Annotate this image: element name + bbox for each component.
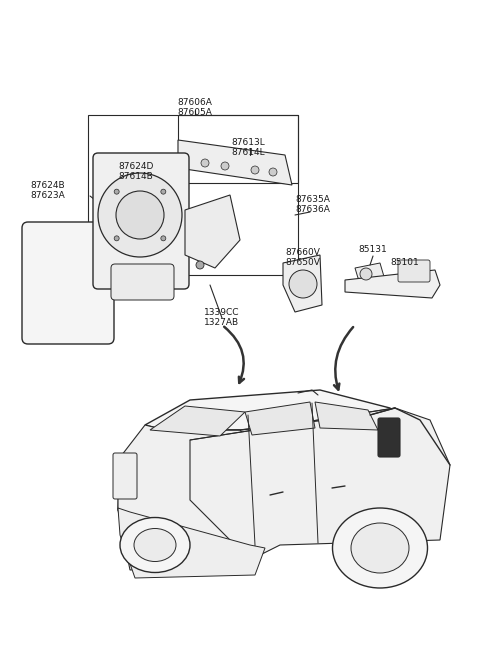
Text: 87613L
87614L: 87613L 87614L: [231, 138, 265, 157]
Bar: [178, 115, 298, 183]
Circle shape: [161, 189, 166, 194]
Circle shape: [114, 189, 119, 194]
Circle shape: [114, 236, 119, 241]
Bar: [88, 115, 298, 275]
Circle shape: [251, 166, 259, 174]
Polygon shape: [150, 406, 245, 436]
Text: 87624B
87623A: 87624B 87623A: [30, 181, 65, 200]
FancyBboxPatch shape: [22, 222, 114, 344]
Polygon shape: [118, 508, 265, 578]
Text: 87635A
87636A: 87635A 87636A: [295, 195, 330, 214]
Polygon shape: [355, 263, 385, 285]
Circle shape: [116, 191, 164, 239]
Ellipse shape: [351, 523, 409, 573]
Polygon shape: [315, 402, 378, 430]
Ellipse shape: [134, 529, 176, 561]
Polygon shape: [345, 270, 440, 298]
FancyBboxPatch shape: [113, 453, 137, 499]
Circle shape: [196, 261, 204, 269]
Circle shape: [161, 236, 166, 241]
Text: 1339CC
1327AB: 1339CC 1327AB: [204, 308, 240, 328]
Ellipse shape: [120, 517, 190, 572]
Text: 87606A
87605A: 87606A 87605A: [178, 98, 213, 117]
Polygon shape: [118, 425, 260, 570]
Circle shape: [269, 168, 277, 176]
FancyBboxPatch shape: [93, 153, 189, 289]
Text: 87624D
87614B: 87624D 87614B: [118, 162, 154, 181]
Ellipse shape: [333, 508, 428, 588]
Text: 85131: 85131: [358, 245, 387, 254]
Polygon shape: [178, 140, 292, 185]
Circle shape: [289, 270, 317, 298]
FancyBboxPatch shape: [378, 418, 400, 457]
Polygon shape: [185, 195, 240, 268]
Circle shape: [360, 268, 372, 280]
Polygon shape: [190, 408, 450, 560]
Polygon shape: [245, 402, 315, 435]
FancyBboxPatch shape: [111, 264, 174, 300]
FancyBboxPatch shape: [398, 260, 430, 282]
Text: 87660V
87650V: 87660V 87650V: [285, 248, 320, 267]
Circle shape: [221, 162, 229, 170]
Polygon shape: [145, 390, 395, 430]
Circle shape: [98, 173, 182, 257]
Polygon shape: [118, 425, 190, 535]
Circle shape: [201, 159, 209, 167]
Polygon shape: [283, 255, 322, 312]
Text: 85101: 85101: [390, 258, 419, 267]
